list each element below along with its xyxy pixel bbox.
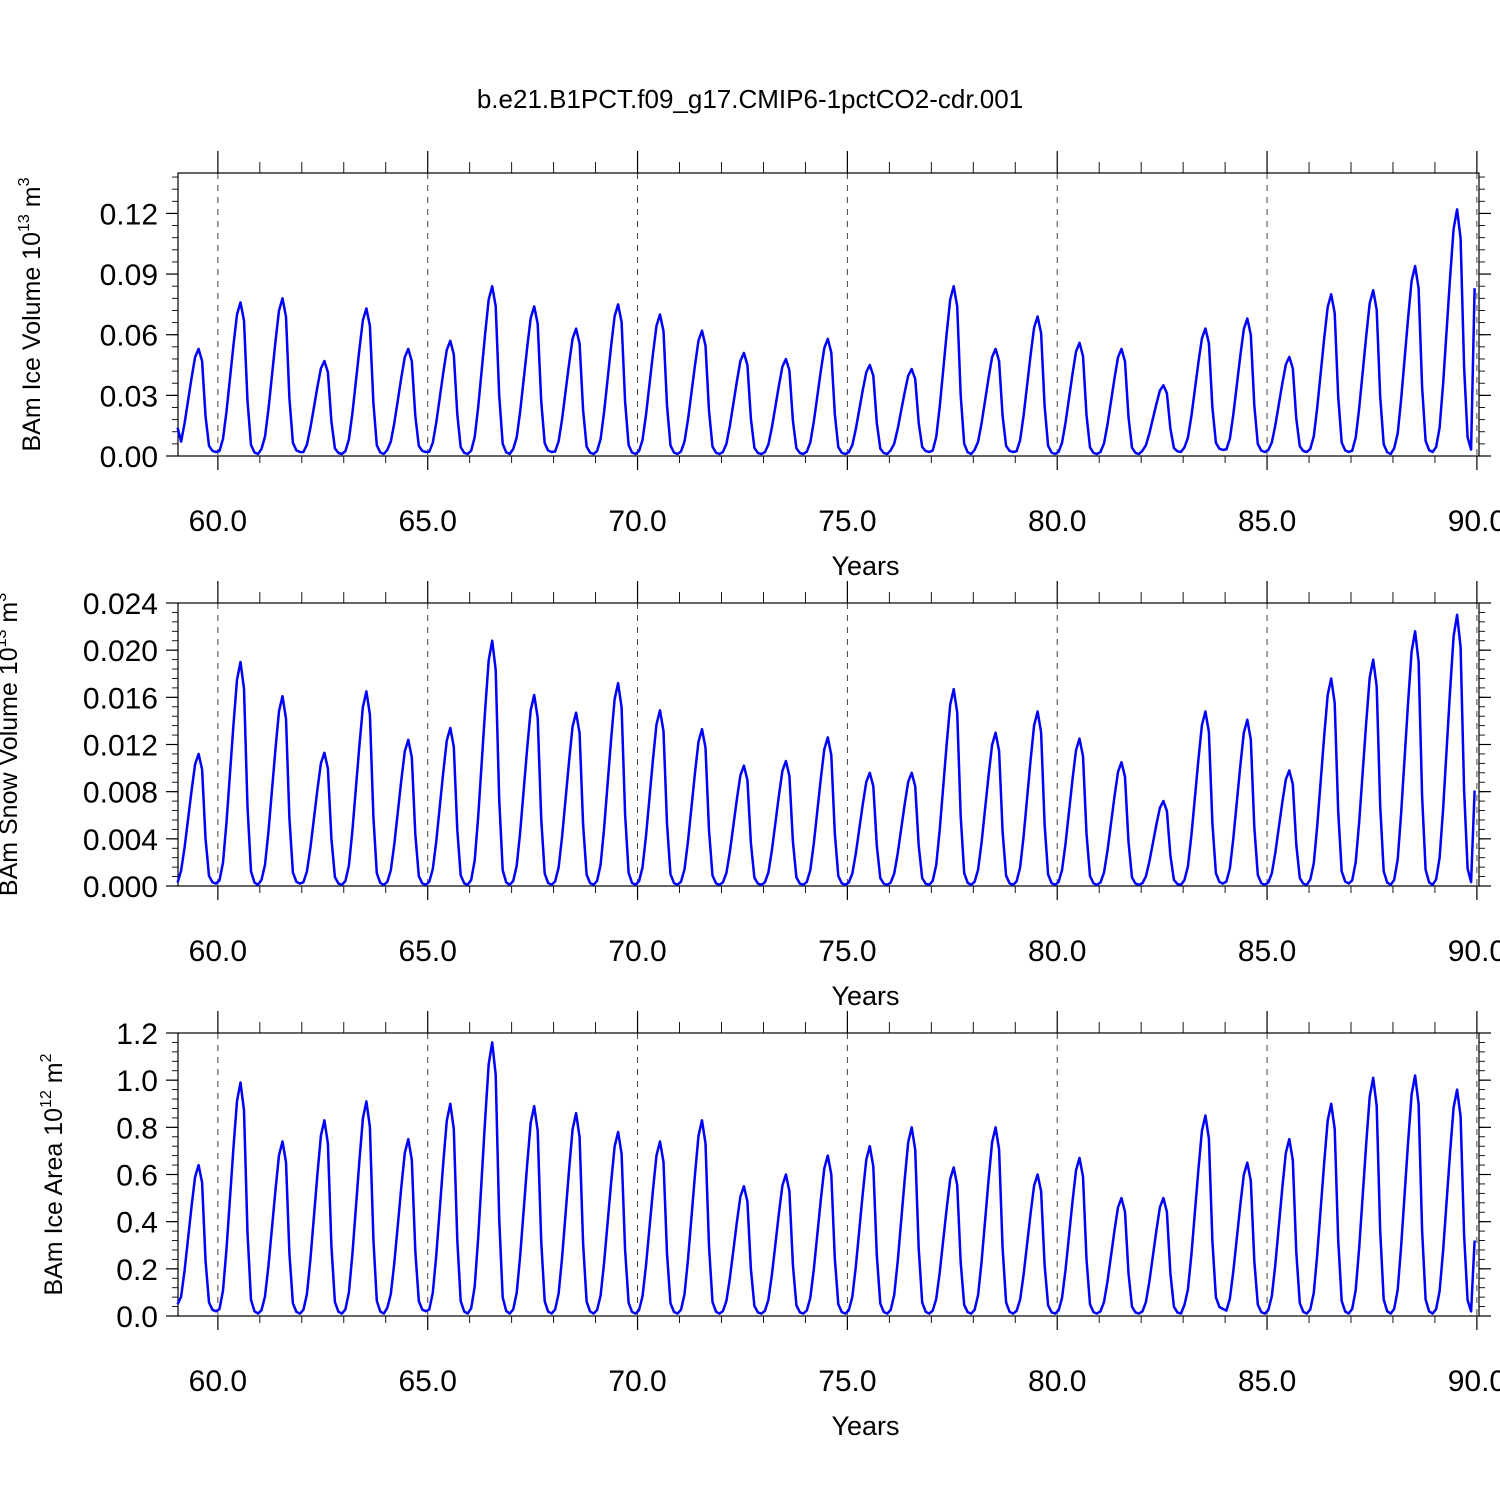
y-axis-label: BAm Ice Volume 1013 m3 (16, 177, 46, 451)
series-line (176, 1041, 1476, 1315)
y-tick-label: 0.09 (100, 259, 158, 292)
y-tick-label: 0.03 (100, 380, 158, 413)
x-tick-label: 85.0 (1238, 935, 1296, 968)
y-tick-label: 1.2 (116, 1018, 158, 1051)
y-tick-label: 0.2 (116, 1254, 158, 1287)
x-tick-label: 70.0 (608, 935, 666, 968)
y-tick-label: 0.024 (83, 588, 158, 621)
y-tick-label: 0.8 (116, 1112, 158, 1145)
x-tick-label: 60.0 (189, 1365, 247, 1398)
series-line (176, 208, 1476, 456)
x-axis-label: Years (831, 1411, 899, 1441)
y-tick-label: 0.4 (116, 1207, 158, 1240)
y-tick-label: 0.012 (83, 730, 158, 763)
x-tick-label: 65.0 (399, 505, 457, 538)
y-axis-label: BAm Snow Volume 1013 m3 (0, 593, 23, 896)
chart-title: b.e21.B1PCT.f09_g17.CMIP6-1pctCO2-cdr.00… (477, 84, 1023, 114)
x-tick-label: 85.0 (1238, 1365, 1296, 1398)
y-tick-label: 0.6 (116, 1160, 158, 1193)
x-tick-label: 90.0 (1448, 1365, 1500, 1398)
y-tick-label: 0.020 (83, 635, 158, 668)
series-line (176, 613, 1476, 887)
x-tick-label: 80.0 (1028, 1365, 1086, 1398)
x-tick-label: 75.0 (818, 505, 876, 538)
y-tick-label: 0.06 (100, 320, 158, 353)
y-tick-label: 0.016 (83, 682, 158, 715)
x-tick-label: 75.0 (818, 1365, 876, 1398)
panel-ice-area: 0.0 0.2 0.4 0.6 0.8 1.0 1.2 60.0 65.0 70.0 75.0 80.… (38, 1011, 1500, 1441)
x-tick-label: 60.0 (189, 935, 247, 968)
x-tick-label: 90.0 (1448, 935, 1500, 968)
x-tick-label: 90.0 (1448, 505, 1500, 538)
x-tick-label: 60.0 (189, 505, 247, 538)
x-tick-label: 70.0 (608, 1365, 666, 1398)
panel-ice-volume: 0.00 0.03 0.06 0.09 0.12 60.0 65.0 70.0 75.0 80.0… (16, 151, 1500, 581)
x-tick-label: 65.0 (399, 1365, 457, 1398)
y-tick-label: 0.0 (116, 1301, 158, 1334)
x-axis-label: Years (831, 551, 899, 581)
y-axis-label: BAm Ice Area 1012 m2 (38, 1053, 68, 1295)
plot-frame (177, 172, 1480, 457)
panel-snow-volume: 0.000 0.004 0.008 0.012 0.016 0.020 0.024 60.0 6… (0, 581, 1500, 1011)
x-tick-label: 70.0 (608, 505, 666, 538)
y-tick-label: 0.004 (83, 824, 158, 857)
y-tick-label: 0.12 (100, 198, 158, 231)
x-tick-label: 80.0 (1028, 505, 1086, 538)
x-tick-label: 85.0 (1238, 505, 1296, 538)
x-tick-label: 80.0 (1028, 935, 1086, 968)
y-tick-label: 1.0 (116, 1065, 158, 1098)
x-tick-label: 75.0 (818, 935, 876, 968)
y-tick-label: 0.00 (100, 441, 158, 474)
x-tick-label: 65.0 (399, 935, 457, 968)
x-axis-label: Years (831, 981, 899, 1011)
y-tick-label: 0.000 (83, 871, 158, 904)
y-tick-label: 0.008 (83, 777, 158, 810)
